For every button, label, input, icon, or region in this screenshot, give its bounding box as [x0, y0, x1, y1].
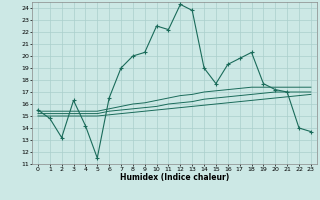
- X-axis label: Humidex (Indice chaleur): Humidex (Indice chaleur): [120, 173, 229, 182]
